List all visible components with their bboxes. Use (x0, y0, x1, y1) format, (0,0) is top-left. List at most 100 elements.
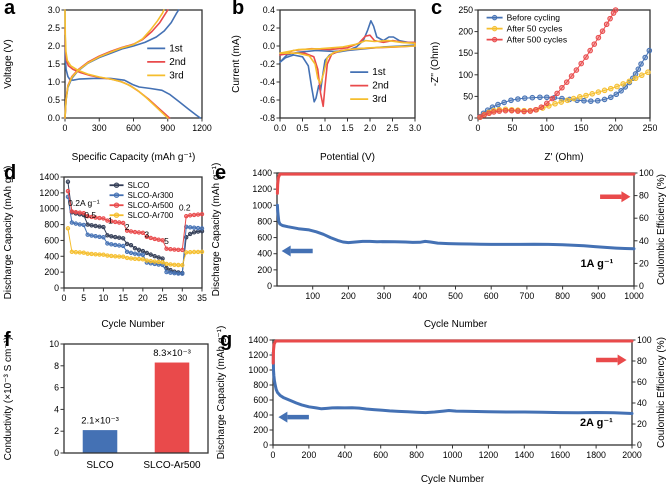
svg-text:5: 5 (81, 293, 86, 303)
svg-text:2000: 2000 (622, 450, 642, 460)
chart-cycling-2A: 0 200 400 600 800 1000 1200 1400 1600 1800 2000 0 20… (213, 326, 668, 487)
svg-text:200: 200 (44, 267, 59, 277)
chart-cyclic-voltammetry: 0.0 0.5 1.0 1.5 2.0 2.5 3.0 0.4 0.2 0.0 -0.2 -0.4 -0… (228, 0, 427, 165)
svg-text:8.3×10⁻³: 8.3×10⁻³ (153, 348, 191, 359)
svg-text:100: 100 (305, 291, 320, 301)
svg-text:100: 100 (637, 335, 652, 345)
chart-voltage-capacity: 0 300 600 900 1200 0.0 0.5 1.0 1.5 2.0 2.5 3.0 Speci… (0, 0, 228, 165)
svg-text:2.0: 2.0 (48, 41, 60, 51)
svg-text:8: 8 (54, 361, 59, 371)
svg-text:40: 40 (639, 236, 649, 246)
svg-text:1000: 1000 (252, 200, 272, 210)
svg-text:1st: 1st (169, 43, 183, 54)
svg-text:2nd: 2nd (169, 57, 186, 68)
svg-text:10: 10 (49, 339, 59, 349)
svg-text:1.5: 1.5 (48, 59, 60, 69)
svg-text:20: 20 (639, 258, 649, 268)
svg-text:Cycle Number: Cycle Number (421, 474, 485, 485)
svg-text:Potential (V): Potential (V) (320, 152, 375, 163)
svg-text:25: 25 (158, 293, 168, 303)
svg-text:SLCO-Ar500: SLCO-Ar500 (143, 460, 201, 471)
svg-text:0: 0 (639, 281, 644, 291)
panel-b: b 0.0 0.5 1.0 1.5 2.0 2.5 3.0 0.4 0.2 0.0 -0.2 -0.4… (228, 0, 427, 165)
svg-text:0.0: 0.0 (274, 123, 286, 133)
svg-text:2: 2 (54, 426, 59, 436)
panel-f: f SLCO SLCO-Ar500 0 2 4 6 8 10 Conductivity (×10… (0, 329, 213, 487)
panel-letter-b: b (232, 0, 245, 19)
svg-text:5: 5 (164, 236, 169, 246)
svg-text:1: 1 (108, 216, 113, 226)
svg-text:SLCO-Ar300: SLCO-Ar300 (128, 191, 174, 200)
svg-text:-0.2: -0.2 (260, 59, 275, 69)
svg-text:250: 250 (458, 5, 473, 15)
svg-text:0: 0 (62, 293, 67, 303)
panel-e: e 100 200 300 400 500 600 700 800 900 1000 0 200 400… (208, 162, 668, 332)
svg-text:Discharge Capacity (mAh g⁻¹): Discharge Capacity (mAh g⁻¹) (211, 163, 222, 297)
svg-text:Conductivity (×10⁻³ S cm⁻¹): Conductivity (×10⁻³ S cm⁻¹) (3, 337, 14, 461)
svg-text:1.5: 1.5 (341, 123, 353, 133)
svg-text:4: 4 (54, 404, 59, 414)
svg-text:600: 600 (257, 233, 272, 243)
svg-text:0.5: 0.5 (84, 210, 96, 220)
svg-text:0.0: 0.0 (48, 113, 60, 123)
svg-text:Voltage (V): Voltage (V) (3, 39, 14, 88)
svg-text:1200: 1200 (248, 350, 268, 360)
panel-c: c 0 50 100 150 200 250 0 50 100 150 200 250 Z' (Ohm)… (427, 0, 668, 165)
svg-text:1400: 1400 (248, 335, 268, 345)
svg-text:0.2: 0.2 (263, 23, 275, 33)
svg-text:800: 800 (257, 216, 272, 226)
svg-text:35: 35 (197, 293, 207, 303)
panel-letter-e: e (215, 162, 227, 184)
svg-text:150: 150 (574, 123, 589, 133)
svg-text:400: 400 (253, 410, 268, 420)
svg-text:1.0: 1.0 (319, 123, 331, 133)
svg-text:600: 600 (44, 235, 59, 245)
svg-text:Current (mA): Current (mA) (231, 35, 242, 93)
svg-text:-0.6: -0.6 (260, 95, 275, 105)
svg-text:50: 50 (508, 123, 518, 133)
svg-text:1000: 1000 (39, 204, 59, 214)
svg-text:2.0: 2.0 (364, 123, 376, 133)
panel-a: a 0 300 600 900 1200 0.0 0.5 1.0 1.5 2.0 2.5 3.0 Spe… (0, 0, 228, 165)
svg-text:0.4: 0.4 (263, 5, 275, 15)
svg-text:600: 600 (373, 450, 388, 460)
svg-text:3: 3 (144, 229, 149, 239)
chart-cycling-1A: 100 200 300 400 500 600 700 800 900 1000 0 200 400 60… (208, 163, 668, 332)
svg-text:SLCO-Ar500: SLCO-Ar500 (128, 201, 174, 210)
svg-text:40: 40 (637, 398, 647, 408)
svg-text:700: 700 (520, 291, 535, 301)
svg-text:-0.4: -0.4 (260, 77, 275, 87)
svg-text:3.0: 3.0 (48, 5, 60, 15)
svg-text:Discharge Capacity (mAh g⁻¹): Discharge Capacity (mAh g⁻¹) (216, 326, 227, 460)
panel-g: g 0 200 400 600 800 1000 1200 1400 1600 1800 2000 0… (213, 326, 668, 487)
svg-text:1200: 1200 (39, 188, 59, 198)
svg-text:1800: 1800 (586, 450, 606, 460)
svg-text:1000: 1000 (443, 450, 463, 460)
svg-text:30: 30 (177, 293, 187, 303)
svg-text:SLCO-Ar700: SLCO-Ar700 (128, 211, 174, 220)
svg-text:1st: 1st (372, 67, 386, 78)
svg-text:1400: 1400 (252, 168, 272, 178)
svg-text:3.0: 3.0 (409, 123, 421, 133)
svg-text:300: 300 (377, 291, 392, 301)
svg-text:0: 0 (63, 123, 68, 133)
svg-text:60: 60 (639, 213, 649, 223)
svg-text:2: 2 (125, 222, 130, 232)
svg-text:800: 800 (44, 220, 59, 230)
panel-d: d 0 5 10 15 20 25 30 35 0 200 400 600 800 1000 1200 140… (0, 162, 208, 332)
svg-text:800: 800 (409, 450, 424, 460)
svg-text:200: 200 (341, 291, 356, 301)
svg-text:6: 6 (54, 383, 59, 393)
svg-text:0: 0 (637, 440, 642, 450)
svg-text:400: 400 (257, 249, 272, 259)
svg-text:Before cycling: Before cycling (507, 13, 561, 23)
svg-text:1.0: 1.0 (48, 77, 60, 87)
svg-text:80: 80 (637, 356, 647, 366)
svg-text:900: 900 (591, 291, 606, 301)
svg-text:Z' (Ohm): Z' (Ohm) (544, 152, 583, 163)
svg-text:200: 200 (302, 450, 317, 460)
svg-text:SLCO: SLCO (128, 181, 150, 190)
svg-text:400: 400 (412, 291, 427, 301)
svg-text:0.2A g⁻¹: 0.2A g⁻¹ (68, 198, 100, 208)
svg-text:0.5: 0.5 (48, 95, 60, 105)
